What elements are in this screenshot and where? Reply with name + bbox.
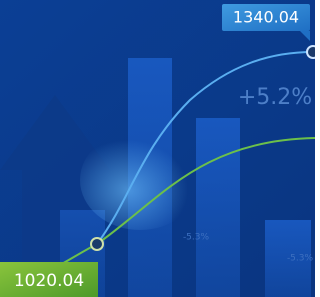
point-marker [91,238,103,250]
top-price: 1340.04 [233,8,299,27]
finance-illustration: +5.2% -5.3% -5.3% 1340.04 1020.04 [0,0,315,297]
bottom-price: 1020.04 [14,271,84,291]
faint-label: -5.3% [287,254,314,264]
point-marker [307,46,315,58]
bg-bar [196,118,240,297]
change-label: +5.2% [238,85,312,110]
faint-label: -5.3% [183,233,210,243]
glow [80,130,200,230]
